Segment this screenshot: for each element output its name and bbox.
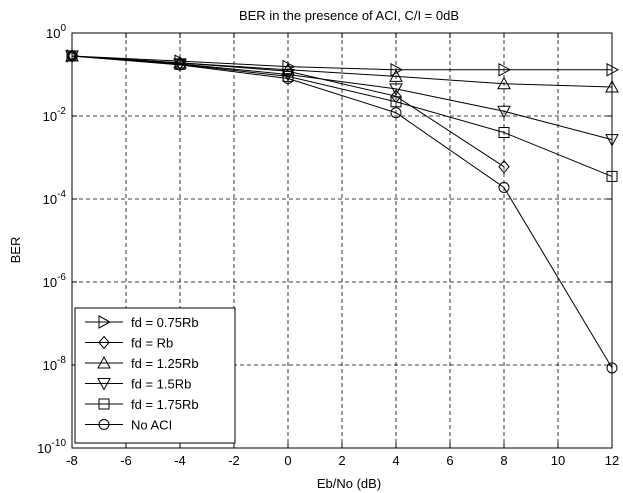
data-point: [606, 362, 618, 374]
data-point: [173, 55, 187, 69]
x-tick-label: 2: [338, 453, 345, 468]
y-tick-label: 10-10: [37, 438, 66, 456]
x-tick-label: -2: [228, 453, 240, 468]
legend-label: fd = 1.75Rb: [131, 397, 199, 412]
data-point: [389, 83, 403, 96]
axes: -8 -6 -4 -2 0 2 4 6 8 10 12 10-10 10-8 10-6 10-4 10-2 10…: [37, 23, 619, 468]
legend-entry: fd = 1.25Rb: [85, 355, 199, 371]
legend-marker: [98, 398, 110, 410]
y-axis-label: BER: [8, 237, 23, 264]
y-tick-label: 100: [46, 23, 66, 41]
legend-entry: fd = 1.75Rb: [85, 397, 199, 412]
legend-marker: [98, 335, 110, 350]
y-tick-label: 10-2: [43, 106, 67, 124]
legend-label: fd = 0.75Rb: [131, 315, 199, 330]
legend-label: fd = Rb: [131, 336, 173, 351]
data-point: [498, 159, 510, 174]
data-point: [498, 62, 512, 77]
series-5: [66, 50, 618, 374]
legend-marker: [98, 315, 112, 329]
data-point: [498, 181, 510, 193]
data-point: [390, 62, 404, 77]
legend-label: fd = 1.25Rb: [131, 356, 199, 371]
legend-label: fd = 1.5Rb: [131, 377, 191, 392]
data-point: [389, 69, 403, 82]
legend-entry: fd = Rb: [85, 336, 173, 351]
data-point: [498, 127, 510, 139]
series-line: [71, 55, 612, 71]
chart-title: BER in the presence of ACI, C/I = 0dB: [239, 8, 459, 23]
x-tick-label: 0: [284, 453, 291, 468]
data-point: [66, 50, 78, 62]
x-tick-label: 8: [500, 453, 507, 468]
series-line: [71, 55, 613, 88]
x-tick-label: -8: [66, 453, 78, 468]
legend-entry: fd = 1.5Rb: [85, 377, 191, 392]
x-tick-label: -6: [120, 453, 132, 468]
series: [65, 48, 620, 374]
x-tick-label: 6: [446, 453, 453, 468]
x-tick-label: 10: [551, 453, 565, 468]
legend-marker: [98, 419, 110, 430]
legend-marker: [97, 355, 111, 369]
y-tick-label: 10-8: [43, 355, 67, 373]
legend-entry: No ACI: [85, 418, 172, 433]
data-point: [390, 107, 402, 119]
y-tick-label: 10-4: [43, 189, 67, 207]
x-tick-label: -4: [174, 453, 186, 468]
legend: fd = 0.75Rb fd = Rb fd = 1.25Rb fd = 1.5Rb f…: [74, 307, 236, 444]
data-point: [605, 79, 619, 93]
data-point: [497, 105, 511, 119]
x-tick-label: 12: [605, 453, 619, 468]
series-line: [71, 55, 613, 369]
x-tick-label: 4: [392, 453, 399, 468]
data-point: [606, 170, 618, 182]
y-tick-label: 10-6: [43, 272, 67, 290]
series-2: [65, 48, 619, 93]
data-point: [390, 96, 402, 108]
data-point: [606, 62, 620, 77]
legend-label: No ACI: [131, 418, 172, 433]
data-point: [174, 59, 186, 71]
data-point: [605, 134, 619, 147]
legend-marker: [97, 378, 111, 391]
data-point: [282, 73, 294, 85]
x-axis-label: Eb/No (dB): [317, 476, 381, 491]
data-point: [497, 76, 511, 90]
legend-entry: fd = 0.75Rb: [85, 315, 199, 330]
